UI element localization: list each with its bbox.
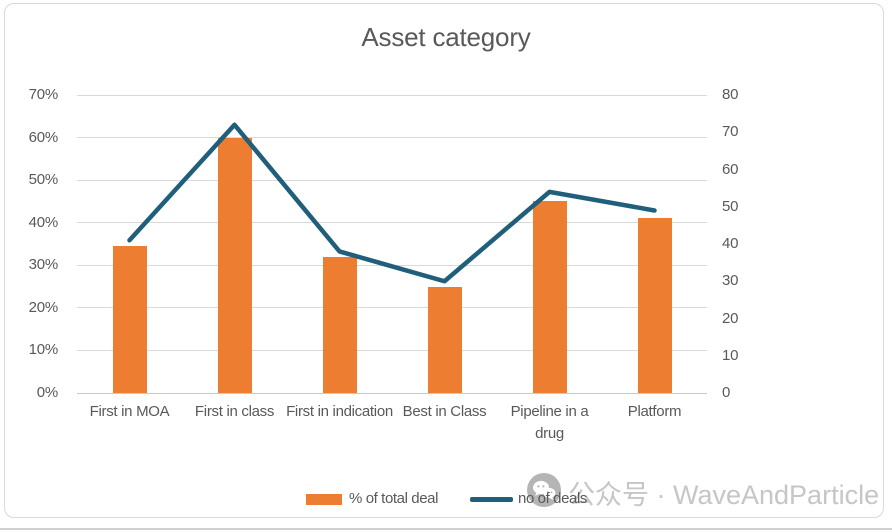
bar-series-swatch — [306, 494, 342, 505]
left-axis-tick-label: 40% — [28, 213, 59, 231]
category-label: Pipeline in a drug — [510, 403, 589, 442]
bar-first-in-class — [217, 137, 252, 393]
chart-title: Asset category — [361, 22, 531, 52]
gridline — [77, 307, 707, 309]
bottom-divider — [0, 528, 892, 530]
category-label: Best in Class — [402, 403, 487, 420]
gridline — [77, 137, 707, 139]
right-axis-tick-label: 0 — [722, 384, 731, 401]
gridline — [77, 94, 707, 96]
x-axis-line — [77, 392, 707, 394]
left-axis-tick-label: 30% — [28, 256, 59, 274]
bar-first-in-indication — [322, 256, 357, 393]
category-label: Platform — [627, 403, 682, 420]
left-axis-tick-label: 10% — [28, 341, 59, 359]
right-axis-tick-label: 20 — [722, 309, 739, 327]
left-axis-tick-label: 20% — [28, 298, 59, 316]
gridline — [77, 349, 707, 351]
bar-first-in-moa — [112, 246, 147, 393]
category-label: First in class — [194, 403, 275, 420]
left-axis-tick-label: 70% — [28, 86, 59, 103]
bar-pipeline-in-a-drug — [532, 201, 567, 393]
bar-platform — [637, 218, 672, 393]
bar-best-in-class — [427, 286, 462, 393]
watermark: 公众号 · WaveAndParticle — [526, 472, 879, 513]
right-axis-tick-label: 40 — [722, 235, 739, 252]
line-series-swatch — [470, 497, 513, 502]
left-axis-tick-label: 60% — [28, 128, 59, 146]
bar-series-label: % of total deal — [349, 490, 439, 507]
right-axis-tick-label: 50 — [722, 197, 739, 215]
watermark-text: 公众号 · WaveAndParticle — [568, 480, 880, 510]
left-axis-tick-label: 50% — [28, 171, 59, 189]
right-axis-tick-label: 70 — [722, 123, 739, 141]
line-series-label: no of deals — [518, 490, 587, 507]
right-axis-tick-label: 30 — [722, 272, 739, 290]
category-label: First in MOA — [89, 403, 170, 420]
left-axis-tick-label: 0% — [36, 384, 58, 401]
right-axis-tick-label: 80 — [722, 86, 739, 103]
gridline — [77, 264, 707, 266]
wechat-icon — [526, 472, 562, 513]
category-label: First in indication — [286, 403, 393, 420]
right-axis-tick-label: 10 — [722, 346, 739, 364]
right-axis-tick-label: 60 — [722, 160, 739, 178]
gridline — [77, 179, 707, 181]
gridline — [77, 222, 707, 224]
